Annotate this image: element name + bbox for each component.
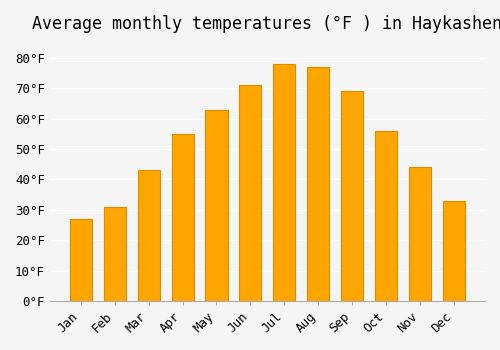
Bar (274, 64, 295, 301)
Bar (138, 170, 160, 301)
Bar (104, 207, 126, 301)
Bar (240, 85, 262, 301)
Bar (375, 131, 398, 301)
Bar (342, 91, 363, 301)
Bar (206, 110, 228, 301)
Title: Average monthly temperatures (°F ) in Haykashen: Average monthly temperatures (°F ) in Ha… (32, 15, 500, 33)
Bar (308, 67, 330, 301)
Bar (409, 167, 432, 301)
Bar (443, 201, 465, 301)
Bar (172, 134, 194, 301)
Bar (70, 219, 92, 301)
